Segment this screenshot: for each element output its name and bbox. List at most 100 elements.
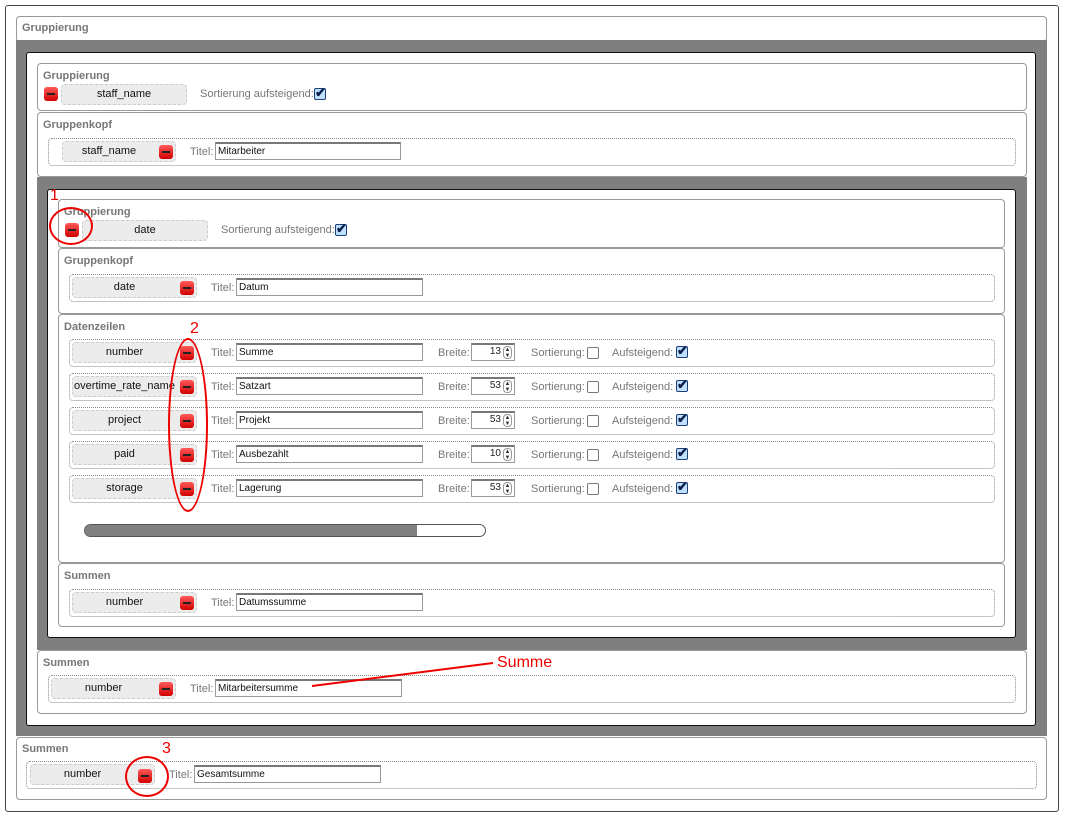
outer-group-box xyxy=(16,16,1047,42)
sort-label: Sortierung: xyxy=(531,347,585,359)
level2-header-title: Gruppenkopf xyxy=(64,255,134,267)
asc-checkbox[interactable] xyxy=(676,411,688,427)
level2-header-field[interactable]: date xyxy=(72,277,197,298)
sort-label: Sortierung: xyxy=(531,381,585,393)
level1-sum-field[interactable]: number xyxy=(51,678,176,699)
title-input[interactable]: Gesamtsumme xyxy=(194,765,381,783)
data-row xyxy=(69,441,995,469)
annotation-circle-3 xyxy=(125,756,169,797)
sort-asc-label: Sortierung aufsteigend: xyxy=(200,88,314,100)
remove-field-icon[interactable] xyxy=(159,145,173,159)
asc-checkbox[interactable] xyxy=(676,445,688,461)
level2-group-box xyxy=(58,199,1005,248)
data-rows-box xyxy=(58,314,1005,563)
width-label: Breite: xyxy=(438,449,470,461)
width-value: 10 xyxy=(489,448,501,459)
title-label: Titel: xyxy=(211,449,235,461)
remove-grouping-icon[interactable] xyxy=(44,87,58,101)
width-stepper[interactable]: 10 ▲ ▼ xyxy=(471,445,515,463)
remove-field-icon[interactable] xyxy=(180,281,194,295)
data-row xyxy=(69,407,995,435)
width-stepper[interactable]: 53 ▲ ▼ xyxy=(471,479,515,497)
title-input[interactable]: Lagerung xyxy=(236,479,423,497)
sort-checkbox[interactable] xyxy=(587,415,599,427)
title-label: Titel: xyxy=(211,483,235,495)
level1-group-box xyxy=(37,63,1027,111)
sort-asc-label: Sortierung aufsteigend: xyxy=(221,224,335,236)
level1-sums-title: Summen xyxy=(43,657,90,669)
asc-checkbox[interactable] xyxy=(676,343,688,359)
level2-sums-title: Summen xyxy=(64,570,111,582)
data-row-field[interactable]: number xyxy=(72,342,197,363)
outer-sum-field[interactable]: number xyxy=(30,764,155,785)
title-input[interactable]: Datumssumme xyxy=(236,593,423,611)
width-value: 53 xyxy=(489,380,501,391)
asc-label: Aufsteigend: xyxy=(612,449,674,461)
sort-asc-checkbox[interactable] xyxy=(335,221,347,237)
data-row-field[interactable]: paid xyxy=(72,444,197,465)
remove-field-icon[interactable] xyxy=(180,596,194,610)
level2-sum-row xyxy=(69,589,995,617)
data-row-field[interactable]: project xyxy=(72,410,197,431)
title-input[interactable]: Ausbezahlt xyxy=(236,445,423,463)
asc-label: Aufsteigend: xyxy=(612,483,674,495)
sort-asc-checkbox[interactable] xyxy=(314,85,326,101)
level1-header-field[interactable]: staff_name xyxy=(62,141,176,162)
title-input[interactable]: Projekt xyxy=(236,411,423,429)
level1-header-row xyxy=(48,138,1016,166)
title-label: Titel: xyxy=(211,415,235,427)
level1-group-field[interactable]: staff_name xyxy=(61,84,187,105)
asc-checkbox[interactable] xyxy=(676,377,688,393)
width-stepper[interactable]: 53 ▲ ▼ xyxy=(471,377,515,395)
level2-header-row xyxy=(69,274,995,302)
sort-checkbox[interactable] xyxy=(587,449,599,461)
width-stepper[interactable]: 53 ▲ ▼ xyxy=(471,411,515,429)
asc-label: Aufsteigend: xyxy=(612,347,674,359)
sort-checkbox[interactable] xyxy=(587,347,599,359)
stepper-arrows-icon[interactable]: ▲ ▼ xyxy=(503,380,512,393)
sort-label: Sortierung: xyxy=(531,415,585,427)
width-label: Breite: xyxy=(438,347,470,359)
stepper-arrows-icon[interactable]: ▲ ▼ xyxy=(503,346,512,359)
sort-checkbox[interactable] xyxy=(587,381,599,393)
width-label: Breite: xyxy=(438,381,470,393)
title-input[interactable]: Mitarbeitersumme xyxy=(215,679,402,697)
stepper-arrows-icon[interactable]: ▲ ▼ xyxy=(503,448,512,461)
annotation-3: 3 xyxy=(162,740,171,757)
sort-checkbox[interactable] xyxy=(587,483,599,495)
data-row-field[interactable]: storage xyxy=(72,478,197,499)
title-input[interactable]: Satzart xyxy=(236,377,423,395)
sort-label: Sortierung: xyxy=(531,449,585,461)
title-input[interactable]: Summe xyxy=(236,343,423,361)
width-value: 13 xyxy=(489,346,501,357)
width-stepper[interactable]: 13 ▲ ▼ xyxy=(471,343,515,361)
data-row xyxy=(69,339,995,367)
stepper-arrows-icon[interactable]: ▲ ▼ xyxy=(503,482,512,495)
level1-header-title: Gruppenkopf xyxy=(43,119,113,131)
title-input[interactable]: Mitarbeiter xyxy=(215,142,401,160)
asc-label: Aufsteigend: xyxy=(612,415,674,427)
title-label: Titel: xyxy=(190,683,214,695)
scrollbar-thumb[interactable] xyxy=(85,525,417,536)
stepper-arrows-icon[interactable]: ▲ ▼ xyxy=(503,414,512,427)
horizontal-scrollbar[interactable] xyxy=(84,524,486,537)
annotation-2: 2 xyxy=(190,320,199,337)
asc-label: Aufsteigend: xyxy=(612,381,674,393)
asc-checkbox[interactable] xyxy=(676,479,688,495)
annotation-1: 1 xyxy=(50,187,59,204)
level2-header-box xyxy=(58,248,1005,314)
outer-sums-title: Summen xyxy=(22,743,69,755)
title-label: Titel: xyxy=(211,597,235,609)
level2-sum-field[interactable]: number xyxy=(72,592,197,613)
outer-group-title: Gruppierung xyxy=(22,22,89,34)
level1-sum-row xyxy=(48,675,1016,703)
data-rows-title: Datenzeilen xyxy=(64,321,126,333)
remove-field-icon[interactable] xyxy=(159,682,173,696)
data-row-field[interactable]: overtime_rate_name xyxy=(72,376,197,397)
outer-sums-box xyxy=(16,737,1047,800)
title-label: Titel: xyxy=(211,282,235,294)
title-label: Titel: xyxy=(190,146,214,158)
title-input[interactable]: Datum xyxy=(236,278,423,296)
level1-header-box xyxy=(37,112,1027,177)
